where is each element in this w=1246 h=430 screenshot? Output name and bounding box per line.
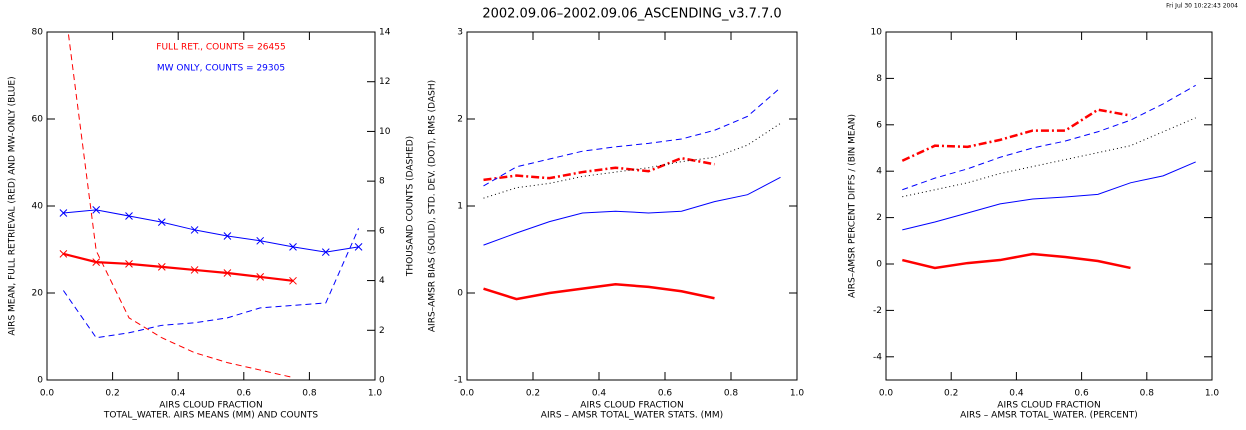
y-tick-label: 2 bbox=[876, 213, 882, 223]
x-tick-label: 0.4 bbox=[592, 389, 607, 399]
marker bbox=[289, 243, 297, 251]
timestamp: Fri Jul 30 10:22:43 2004 bbox=[1166, 3, 1238, 10]
series-line bbox=[902, 84, 1196, 191]
x-tick-label: 0.6 bbox=[1074, 389, 1089, 399]
series-line bbox=[483, 283, 715, 301]
series-line bbox=[63, 252, 294, 282]
x-tick-label: 0.4 bbox=[1009, 389, 1024, 399]
x-axis-label: TOTAL_WATER. AIRS MEANS (MM) AND COUNTS bbox=[103, 411, 319, 421]
y-tick-label: 60 bbox=[32, 115, 44, 125]
y2-axis-label: THOUSAND COUNTS (DASHED) bbox=[406, 136, 416, 277]
y-axis-label: AIRS–AMSR PERCENT DIFFS / (BIN MEAN) bbox=[848, 114, 858, 298]
y2-tick-label: 14 bbox=[379, 28, 391, 38]
legend-entry: FULL RET., COUNTS = 26455 bbox=[156, 43, 285, 53]
marker bbox=[321, 248, 330, 256]
marker bbox=[354, 243, 363, 251]
series-line bbox=[483, 156, 715, 182]
x-axis-label: AIRS – AMSR TOTAL_WATER STATS. (MM) bbox=[541, 411, 723, 421]
marker bbox=[92, 258, 101, 266]
marker bbox=[157, 218, 166, 226]
plot-frame bbox=[466, 31, 798, 381]
x-tick-label: 0.4 bbox=[171, 389, 186, 399]
x-axis-label: AIRS CLOUD FRACTION bbox=[159, 401, 262, 411]
x-tick-label: 0.8 bbox=[1140, 389, 1155, 399]
series-line bbox=[63, 209, 359, 253]
marker bbox=[59, 209, 68, 217]
marker bbox=[92, 206, 101, 214]
y-tick-label: 2 bbox=[457, 115, 463, 125]
y2-tick-label: 0 bbox=[379, 376, 385, 386]
y-tick-label: -2 bbox=[873, 306, 882, 316]
x-tick-label: 0.6 bbox=[237, 389, 252, 399]
marker bbox=[223, 232, 232, 240]
marker bbox=[190, 266, 199, 274]
y-tick-label: -4 bbox=[873, 352, 882, 362]
x-tick-label: 0.2 bbox=[526, 389, 540, 399]
x-tick-label: 0.8 bbox=[724, 389, 739, 399]
x-axis-label: AIRS – AMSR TOTAL_WATER. (PERCENT) bbox=[960, 411, 1138, 421]
y-tick-label: 1 bbox=[457, 202, 463, 212]
marker bbox=[125, 260, 133, 268]
y2-tick-label: 2 bbox=[379, 326, 385, 336]
y-tick-label: 20 bbox=[32, 289, 44, 299]
y-tick-label: 0 bbox=[37, 376, 43, 386]
marker bbox=[157, 263, 166, 271]
marker bbox=[256, 273, 265, 281]
y-tick-label: 0 bbox=[876, 260, 882, 270]
y-tick-label: 3 bbox=[457, 28, 463, 38]
series-line bbox=[902, 161, 1196, 231]
plot-frame bbox=[46, 31, 376, 381]
marker bbox=[125, 212, 133, 220]
y2-tick-label: 8 bbox=[379, 177, 385, 187]
y2-tick-label: 12 bbox=[379, 77, 390, 87]
x-tick-label: 0.2 bbox=[944, 389, 958, 399]
y-tick-label: 0 bbox=[457, 289, 463, 299]
x-tick-label: 0.0 bbox=[879, 389, 894, 399]
x-tick-label: 0.0 bbox=[460, 389, 475, 399]
x-tick-label: 0.6 bbox=[658, 389, 673, 399]
series-line bbox=[902, 117, 1196, 198]
y2-tick-label: 10 bbox=[379, 127, 391, 137]
x-tick-label: 0.0 bbox=[40, 389, 55, 399]
y-tick-label: 6 bbox=[876, 120, 882, 130]
chart-title: 2002.09.06–2002.09.06_ASCENDING_v3.7.7.0 bbox=[482, 7, 781, 22]
series-line bbox=[62, 228, 360, 339]
x-tick-label: 0.2 bbox=[105, 389, 119, 399]
y-axis-label: AIRS–AMSR BIAS (SOLID), STD. DEV. (DOT),… bbox=[428, 80, 438, 332]
plot-frame bbox=[885, 31, 1213, 381]
x-tick-label: 1.0 bbox=[790, 389, 805, 399]
y-tick-label: 80 bbox=[32, 28, 44, 38]
series-line bbox=[483, 176, 781, 246]
marker bbox=[223, 269, 232, 277]
series-line bbox=[901, 108, 1131, 162]
marker bbox=[289, 276, 297, 285]
x-axis-label: AIRS CLOUD FRACTION bbox=[580, 401, 683, 411]
x-axis-label: AIRS CLOUD FRACTION bbox=[997, 401, 1100, 411]
x-tick-label: 1.0 bbox=[368, 389, 383, 399]
series-line bbox=[902, 252, 1131, 270]
legend-entry: MW ONLY, COUNTS = 29305 bbox=[157, 64, 285, 74]
series-line bbox=[67, 32, 294, 379]
y-tick-label: 40 bbox=[32, 202, 44, 212]
marker bbox=[256, 236, 265, 245]
y-tick-label: 10 bbox=[871, 28, 883, 38]
series-line bbox=[483, 87, 781, 187]
y2-tick-label: 6 bbox=[379, 226, 385, 236]
series-line bbox=[483, 122, 781, 199]
y-axis-label: AIRS MEAN, FULL RETRIEVAL (RED) AND MW-O… bbox=[8, 76, 18, 335]
x-tick-label: 1.0 bbox=[1205, 389, 1220, 399]
y-tick-label: 4 bbox=[876, 167, 882, 177]
marker bbox=[59, 249, 68, 258]
y-tick-label: -1 bbox=[454, 376, 463, 386]
marker bbox=[190, 226, 199, 234]
y-tick-label: 8 bbox=[876, 74, 882, 84]
y2-tick-label: 4 bbox=[379, 276, 385, 286]
x-tick-label: 0.8 bbox=[302, 389, 317, 399]
